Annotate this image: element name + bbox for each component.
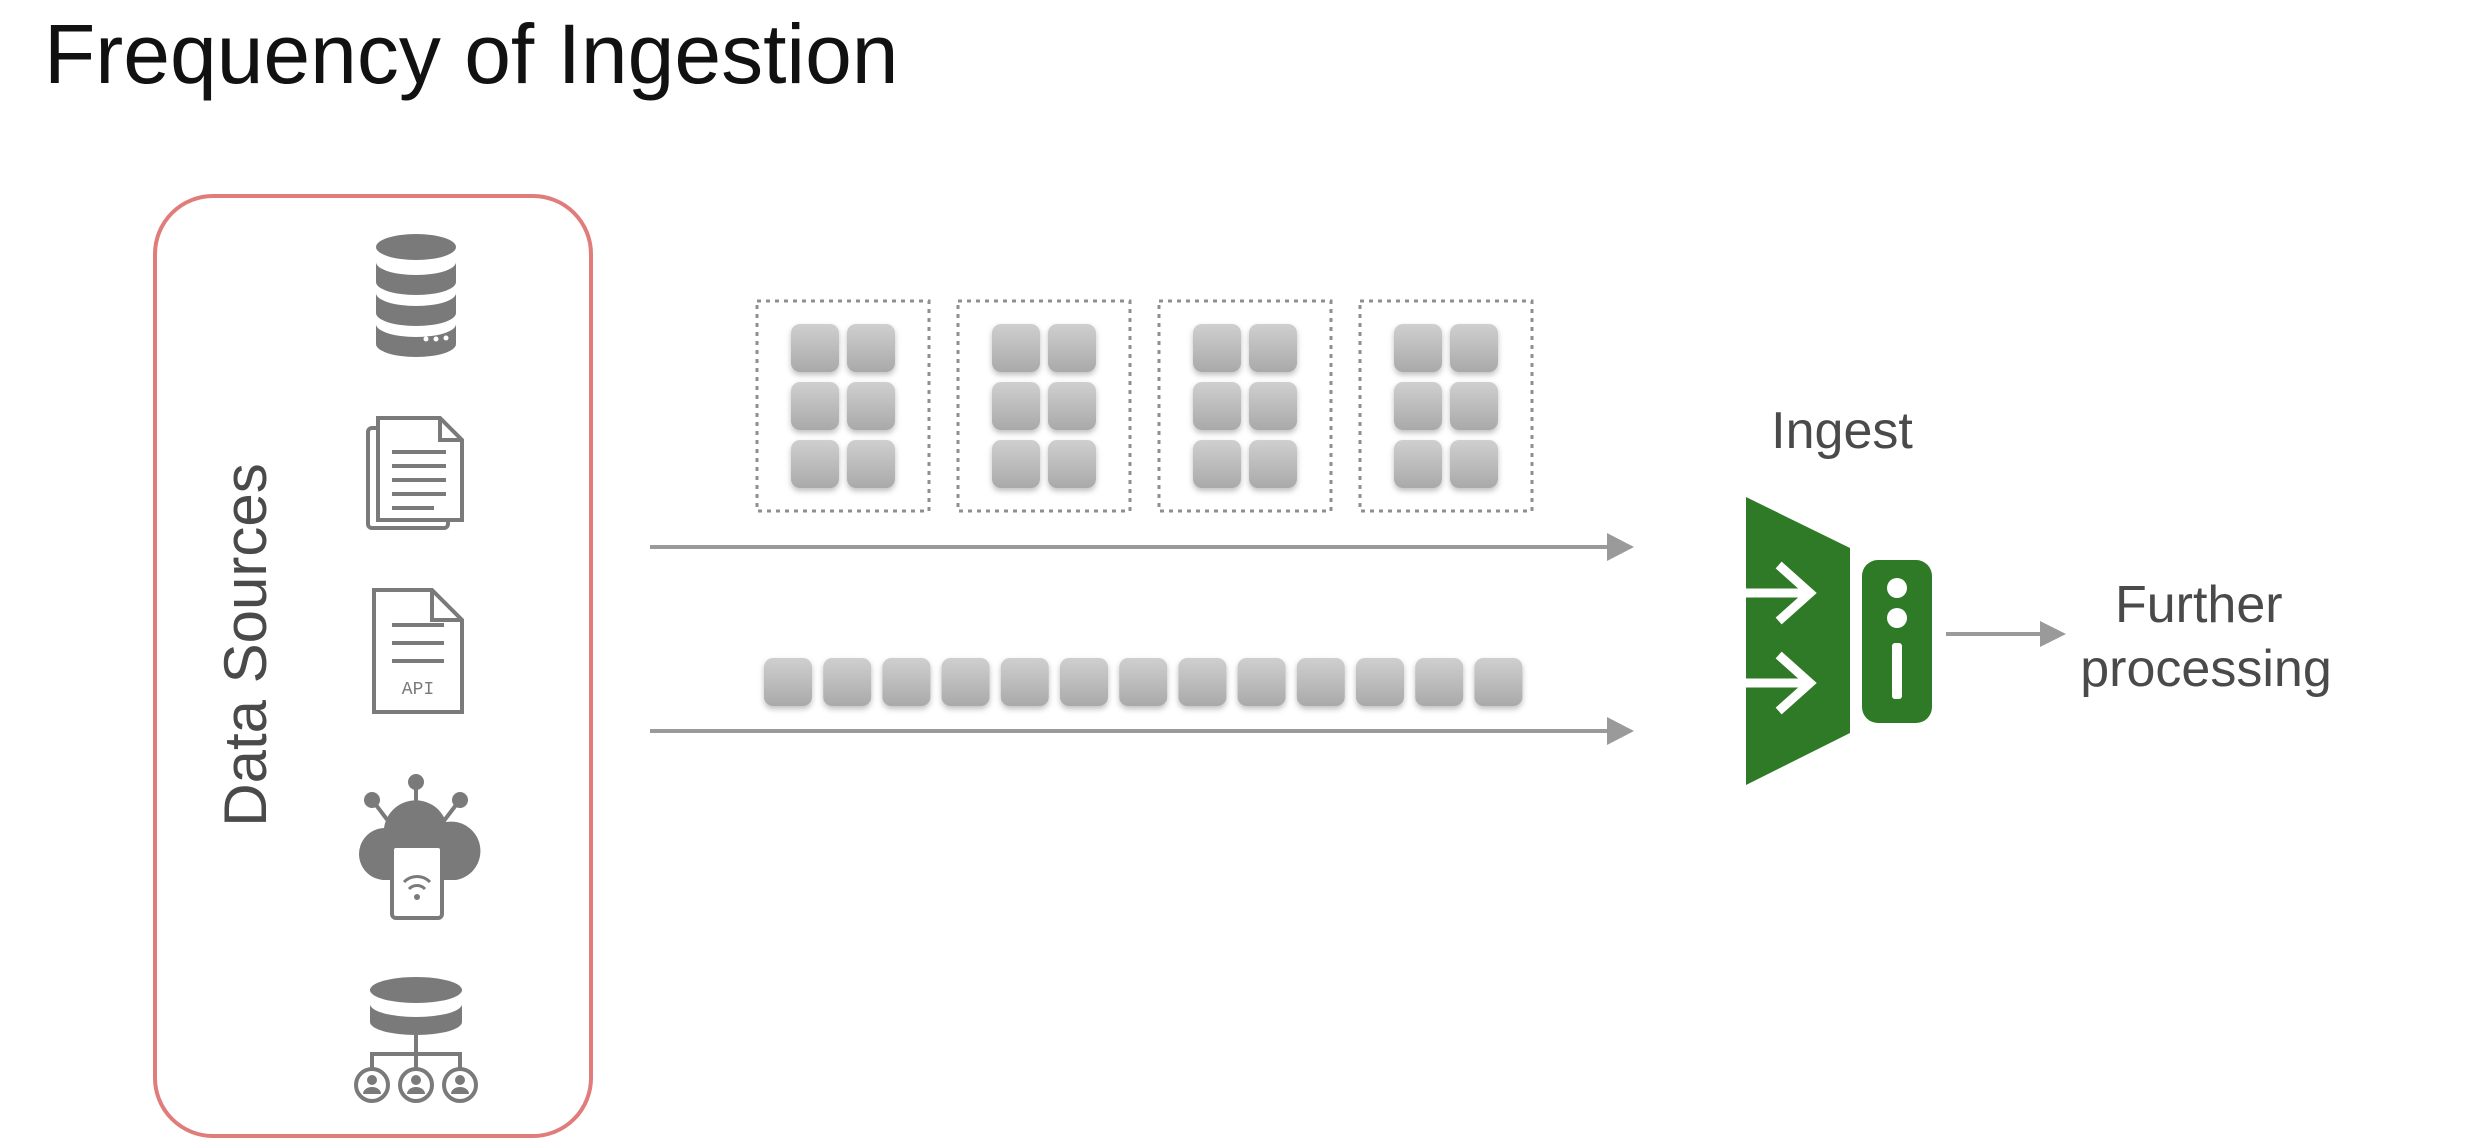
data-record: [791, 440, 839, 488]
further-processing-line1: Further: [2115, 576, 2283, 634]
database-icon: [376, 234, 456, 357]
data-record: [1356, 658, 1404, 706]
further-processing-line2: processing: [2080, 640, 2331, 698]
data-record: [1474, 658, 1523, 706]
slide-title: Frequency of Ingestion: [44, 7, 899, 101]
data-record: [1249, 382, 1297, 430]
data-record: [791, 382, 839, 430]
data-record: [1119, 658, 1168, 706]
ingest-label: Ingest: [1771, 402, 1913, 460]
data-record: [1394, 324, 1442, 372]
data-record: [791, 324, 839, 372]
api-document-icon: API: [372, 588, 464, 714]
data-record: [847, 440, 895, 488]
ingest-icon: [1746, 497, 1932, 785]
data-record: [1237, 658, 1286, 706]
data-record: [1394, 382, 1442, 430]
data-record: [847, 382, 895, 430]
batch-3: [1157, 299, 1333, 513]
data-record: [992, 440, 1040, 488]
api-icon-text: API: [402, 680, 434, 700]
data-record: [1249, 324, 1297, 372]
data-record: [1048, 382, 1096, 430]
stream-arrow: [650, 717, 1634, 745]
data-record: [1249, 440, 1297, 488]
data-record: [823, 658, 872, 706]
batch-frame: [1358, 299, 1534, 513]
stream-flow: [764, 658, 1523, 706]
batch-frame: [956, 299, 1132, 513]
data-record: [992, 382, 1040, 430]
data-record: [882, 658, 931, 706]
data-record: [1193, 440, 1241, 488]
data-record: [1193, 382, 1241, 430]
data-record: [1048, 324, 1096, 372]
further-processing-label: Further processing: [2080, 576, 2331, 698]
data-record: [1000, 658, 1049, 706]
data-record: [1060, 658, 1108, 706]
database-users-icon: [354, 977, 478, 1103]
batch-flow: [755, 299, 1534, 513]
data-sources-frame: [153, 194, 593, 1138]
data-record: [1450, 440, 1498, 488]
documents-icon: [366, 416, 464, 530]
data-record: [1450, 382, 1498, 430]
batch-frame: [1157, 299, 1333, 513]
data-sources-panel: Data Sources: [153, 194, 593, 1138]
data-sources-label: Data Sources: [212, 463, 279, 827]
data-record: [1296, 658, 1345, 706]
output-arrow: [1946, 621, 2066, 647]
data-record: [992, 324, 1040, 372]
batch-4: [1358, 299, 1534, 513]
data-record: [1415, 658, 1464, 706]
data-record: [764, 658, 812, 706]
batch-2: [956, 299, 1132, 513]
data-record: [1450, 324, 1498, 372]
data-record: [941, 658, 990, 706]
data-record: [847, 324, 895, 372]
batch-frame: [755, 299, 931, 513]
data-record: [1048, 440, 1096, 488]
data-record: [1178, 658, 1227, 706]
iot-cloud-device-icon: [359, 774, 481, 920]
batch-arrow: [650, 533, 1634, 561]
batch-1: [755, 299, 931, 513]
data-record: [1394, 440, 1442, 488]
data-record: [1193, 324, 1241, 372]
